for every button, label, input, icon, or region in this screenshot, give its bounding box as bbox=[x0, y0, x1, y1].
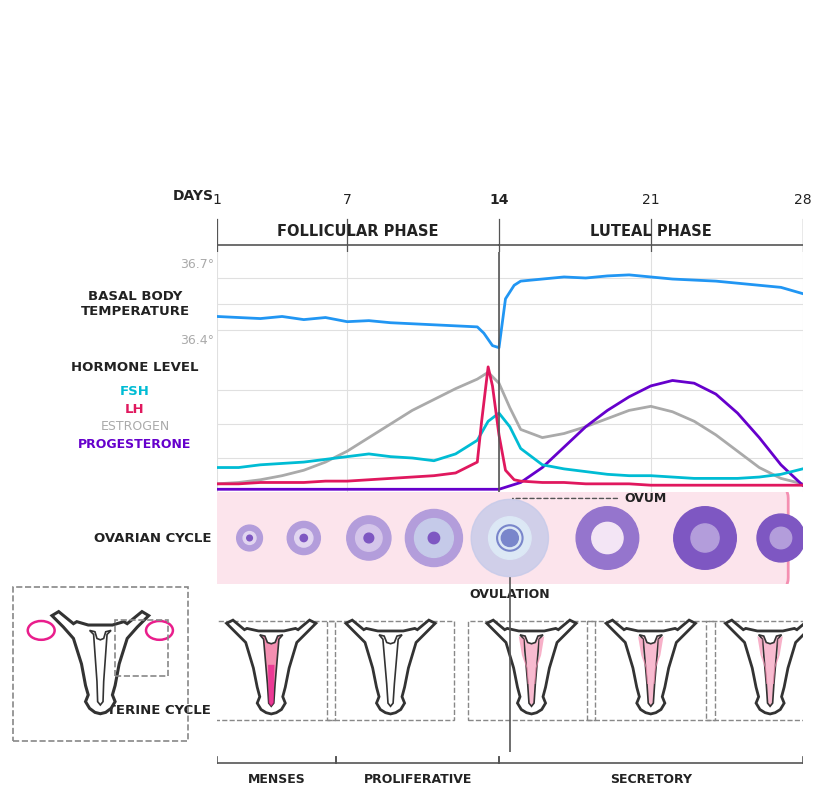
Circle shape bbox=[576, 506, 639, 570]
Text: LH: LH bbox=[125, 402, 145, 415]
Text: MENSES: MENSES bbox=[248, 773, 305, 786]
Circle shape bbox=[501, 530, 518, 546]
Circle shape bbox=[489, 517, 531, 559]
Circle shape bbox=[355, 525, 382, 551]
PathPatch shape bbox=[638, 636, 649, 684]
PathPatch shape bbox=[640, 635, 663, 706]
Circle shape bbox=[295, 529, 313, 547]
Text: OVULATION: OVULATION bbox=[469, 588, 550, 601]
PathPatch shape bbox=[379, 635, 402, 706]
Circle shape bbox=[405, 510, 463, 566]
Text: 28: 28 bbox=[794, 193, 812, 207]
Text: 36.4°: 36.4° bbox=[180, 334, 214, 347]
Circle shape bbox=[243, 531, 256, 545]
Circle shape bbox=[364, 533, 373, 543]
Circle shape bbox=[428, 532, 440, 544]
PathPatch shape bbox=[268, 665, 274, 706]
Text: DAYS: DAYS bbox=[173, 189, 214, 202]
PathPatch shape bbox=[346, 620, 435, 714]
PathPatch shape bbox=[518, 636, 529, 684]
Circle shape bbox=[757, 514, 805, 562]
PathPatch shape bbox=[758, 636, 767, 684]
Text: FSH: FSH bbox=[120, 385, 150, 398]
Bar bbox=[706, 622, 819, 720]
Text: 36.7°: 36.7° bbox=[180, 258, 214, 271]
Bar bbox=[327, 622, 455, 720]
Text: HORMONE LEVEL: HORMONE LEVEL bbox=[71, 362, 199, 374]
Text: LUTEAL PHASE: LUTEAL PHASE bbox=[590, 223, 712, 238]
PathPatch shape bbox=[606, 620, 695, 714]
PathPatch shape bbox=[486, 620, 577, 714]
Text: 1: 1 bbox=[213, 193, 221, 207]
Bar bbox=[587, 622, 715, 720]
Text: FOLLICULAR PHASE: FOLLICULAR PHASE bbox=[278, 223, 439, 238]
Text: OVARIAN CYCLE: OVARIAN CYCLE bbox=[93, 531, 211, 545]
Text: PROGESTERONE: PROGESTERONE bbox=[79, 438, 192, 451]
Bar bbox=[115, 620, 168, 676]
Circle shape bbox=[592, 522, 623, 554]
PathPatch shape bbox=[52, 611, 149, 714]
Text: ESTROGEN: ESTROGEN bbox=[101, 420, 170, 434]
Circle shape bbox=[691, 524, 719, 552]
Text: 14: 14 bbox=[489, 193, 509, 207]
Text: SECRETORY: SECRETORY bbox=[610, 773, 692, 786]
Circle shape bbox=[471, 499, 549, 577]
FancyBboxPatch shape bbox=[210, 485, 788, 591]
Bar bbox=[468, 622, 595, 720]
Circle shape bbox=[237, 525, 262, 551]
PathPatch shape bbox=[772, 636, 783, 684]
PathPatch shape bbox=[654, 636, 663, 684]
PathPatch shape bbox=[534, 636, 545, 684]
Circle shape bbox=[247, 535, 252, 541]
Text: PROLIFERATIVE: PROLIFERATIVE bbox=[364, 773, 472, 786]
PathPatch shape bbox=[758, 635, 781, 706]
PathPatch shape bbox=[260, 635, 283, 706]
Text: UTERINE CYCLE: UTERINE CYCLE bbox=[97, 703, 211, 717]
Circle shape bbox=[674, 506, 736, 570]
PathPatch shape bbox=[89, 630, 111, 705]
Circle shape bbox=[346, 516, 391, 560]
Text: BASAL BODY
TEMPERATURE: BASAL BODY TEMPERATURE bbox=[80, 290, 190, 318]
Bar bbox=[207, 622, 335, 720]
Circle shape bbox=[770, 527, 792, 549]
Text: OVUM: OVUM bbox=[625, 492, 667, 505]
Circle shape bbox=[414, 518, 453, 558]
PathPatch shape bbox=[227, 620, 316, 714]
Circle shape bbox=[287, 522, 320, 554]
Circle shape bbox=[300, 534, 307, 542]
PathPatch shape bbox=[520, 635, 543, 706]
Text: 21: 21 bbox=[642, 193, 659, 207]
Text: 7: 7 bbox=[343, 193, 351, 207]
PathPatch shape bbox=[726, 620, 815, 714]
